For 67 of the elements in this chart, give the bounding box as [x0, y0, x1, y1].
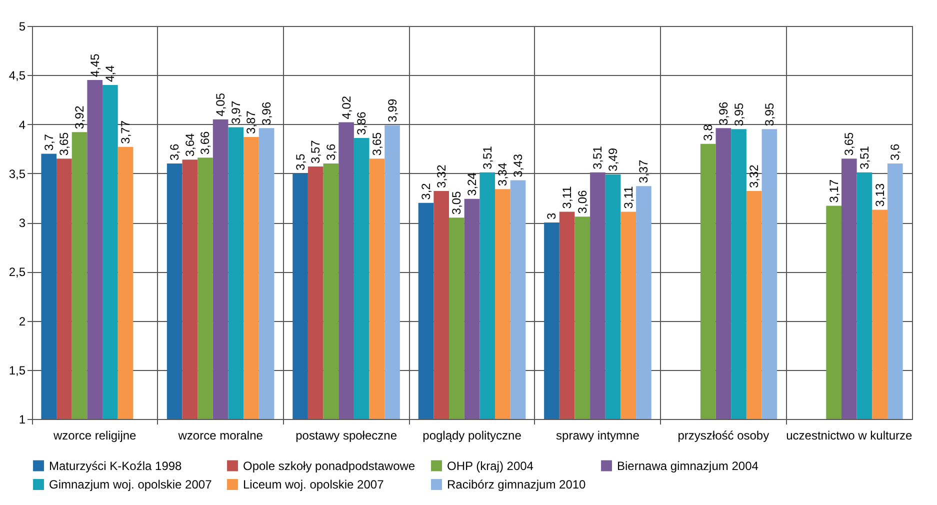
data-label: 3,43 — [510, 154, 525, 178]
data-label: 3,6 — [324, 144, 338, 161]
data-label: 3,65 — [842, 132, 856, 156]
data-label: 3,05 — [450, 190, 464, 215]
legend-label: OHP (kraj) 2004 — [447, 458, 534, 473]
x-tick-label: uczestnictwo w kulturze — [786, 428, 912, 442]
legend-label: Liceum woj. opolskie 2007 — [243, 478, 384, 492]
x-tick-label: postawy społeczne — [296, 428, 398, 442]
data-label: 3,8 — [701, 124, 716, 141]
data-label: 3,51 — [857, 146, 872, 170]
data-label: 3,5 — [293, 153, 308, 170]
y-tick-label: 1 — [18, 412, 26, 426]
legend-label: Racibórz gimnazjum 2010 — [447, 478, 586, 492]
data-label: 3,32 — [434, 164, 448, 188]
data-label: 3,49 — [606, 148, 620, 172]
legend-label: Gimnazjum woj. opolskie 2007 — [49, 478, 212, 492]
data-label: 4,45 — [88, 53, 102, 78]
data-label: 3,87 — [244, 110, 258, 134]
data-label: 3,96 — [716, 102, 730, 126]
y-tick-label: 2,5 — [8, 265, 26, 280]
data-label: 3 — [544, 212, 559, 220]
data-label: 3,92 — [72, 105, 87, 130]
data-label: 3,13 — [872, 183, 887, 207]
x-tick-label: poglądy polityczne — [422, 428, 522, 442]
data-label: 3,6 — [888, 144, 902, 161]
data-label: 3,66 — [198, 130, 212, 155]
data-label: 3,65 — [57, 132, 72, 156]
legend-label: Opole szkoły ponadpodstawowe — [243, 458, 416, 473]
data-label: 3,32 — [747, 164, 762, 188]
data-label: 3,11 — [621, 186, 636, 209]
y-tick-label: 5 — [18, 20, 26, 34]
x-tick-label: wzorce religijne — [52, 428, 137, 442]
data-label: 3,11 — [560, 186, 574, 209]
data-label: 3,86 — [354, 111, 369, 136]
data-label: 3,51 — [590, 146, 605, 170]
data-label: 3,7 — [42, 134, 56, 151]
y-tick-label: 4,5 — [8, 68, 26, 83]
data-label: 3,24 — [465, 172, 479, 196]
y-tick-label: 3 — [18, 216, 26, 230]
data-label: 3,17 — [826, 179, 841, 203]
data-label: 3,99 — [385, 98, 400, 122]
data-label: 3,65 — [370, 132, 384, 156]
data-label: 3,34 — [496, 162, 510, 186]
y-tick-label: 1,5 — [8, 363, 26, 378]
x-tick-label: sprawy intymne — [556, 428, 640, 442]
y-tick-label: 2 — [18, 314, 26, 328]
data-label: 3,57 — [308, 140, 323, 164]
x-tick-label: wzorce moralne — [177, 428, 264, 442]
data-label: 3,64 — [182, 132, 197, 157]
data-label: 3,06 — [575, 190, 590, 214]
legend-label: Biernawa gimnazjum 2004 — [617, 458, 759, 473]
data-label: 3,51 — [480, 146, 494, 170]
legend-label: Maturzyści K-Koźla 1998 — [49, 458, 182, 473]
data-label: 4,05 — [214, 92, 228, 116]
y-tick-label: 3,5 — [8, 166, 26, 181]
data-label: 4,02 — [339, 96, 354, 120]
data-label: 3,96 — [260, 102, 274, 126]
y-tick-label: 4 — [18, 118, 26, 132]
data-label: 3,95 — [762, 102, 776, 126]
data-label: 3,37 — [636, 159, 651, 184]
data-label: 3,95 — [732, 102, 746, 126]
data-label: 3,6 — [168, 144, 182, 161]
data-label: 3,77 — [118, 120, 133, 144]
data-label: 3,97 — [228, 100, 243, 124]
data-label: 4,4 — [103, 64, 118, 82]
x-tick-label: przyszłość osoby — [678, 428, 770, 442]
data-label: 3,2 — [419, 182, 434, 200]
